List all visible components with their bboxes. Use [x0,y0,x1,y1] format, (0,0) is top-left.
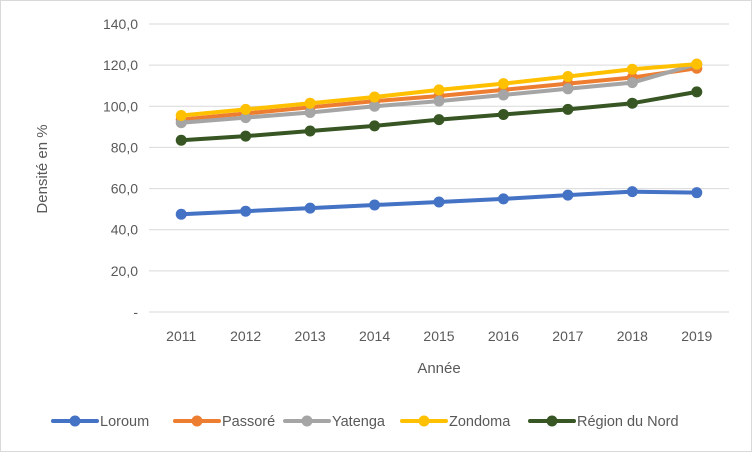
data-point [175,134,187,146]
legend-item: Yatenga [283,414,386,430]
data-point [691,187,703,199]
legend: Loroum Passoré Yatenga Zondoma Région du Nor… [51,414,679,430]
x-tick-label: 2013 [295,328,326,344]
legend-swatch-marker [301,415,313,427]
x-tick-label: 2019 [681,328,712,344]
data-point [626,186,638,198]
data-point [240,130,252,142]
legend-item: Passoré [173,414,275,430]
legend-item: Région du Nord [528,414,679,430]
x-tick-label: 2018 [617,328,648,344]
data-point [240,103,252,115]
legend-swatch-marker [191,415,203,427]
y-tick-label: 40,0 [111,222,138,238]
x-tick-label: 2016 [488,328,519,344]
data-point [562,83,574,95]
y-axis-title: Densité en % [34,124,51,213]
data-point [304,125,316,137]
data-point [175,110,187,122]
y-tick-label: 80,0 [111,139,138,155]
data-point [240,205,252,217]
series-zondoma [175,58,703,122]
x-axis-title: Année [417,360,460,377]
x-tick-label: 2015 [423,328,454,344]
y-tick-label: 140,0 [103,16,138,32]
data-point [626,97,638,109]
y-tick-label: 100,0 [103,98,138,114]
data-point [369,120,381,132]
legend-item: Loroum [51,414,149,430]
data-point [240,112,252,124]
data-point [433,114,445,126]
data-point [175,208,187,220]
y-tick-label: 120,0 [103,57,138,73]
series-loroum [175,186,703,220]
data-point [497,193,509,205]
x-tick-label: 2014 [359,328,390,344]
legend-label: Région du Nord [577,414,679,430]
data-point [369,100,381,112]
data-point [691,86,703,98]
data-point [497,109,509,121]
data-point [562,70,574,82]
data-point [497,89,509,101]
legend-label: Yatenga [332,414,386,430]
x-axis-ticks: 2011 2012 2013 2014 2015 2016 2017 2018 2019 [166,328,712,344]
data-point [562,189,574,201]
y-tick-label: 60,0 [111,181,138,197]
y-axis-ticks: - 20,0 40,0 60,0 80,0 100,0 120,0 140,0 [103,16,138,320]
data-point [369,91,381,103]
data-point [304,202,316,214]
x-tick-label: 2017 [552,328,583,344]
data-point [497,78,509,90]
data-point [562,103,574,115]
series-region-du-nord [175,86,703,146]
data-point [304,97,316,109]
legend-label: Loroum [100,414,149,430]
x-tick-label: 2011 [166,328,196,344]
y-tick-label: - [133,304,138,320]
legend-swatch-marker [418,415,430,427]
data-point [433,196,445,208]
data-point [626,63,638,75]
data-point [304,106,316,118]
data-point [691,58,703,70]
x-tick-label: 2012 [230,328,261,344]
data-point [369,199,381,211]
y-tick-label: 20,0 [111,263,138,279]
data-point [626,77,638,89]
legend-item: Zondoma [400,414,511,430]
data-point [433,95,445,107]
legend-swatch-marker [546,415,558,427]
legend-label: Passoré [222,414,275,430]
legend-swatch-marker [69,415,81,427]
series-lines [175,58,703,220]
data-point [433,84,445,96]
legend-label: Zondoma [449,414,511,430]
